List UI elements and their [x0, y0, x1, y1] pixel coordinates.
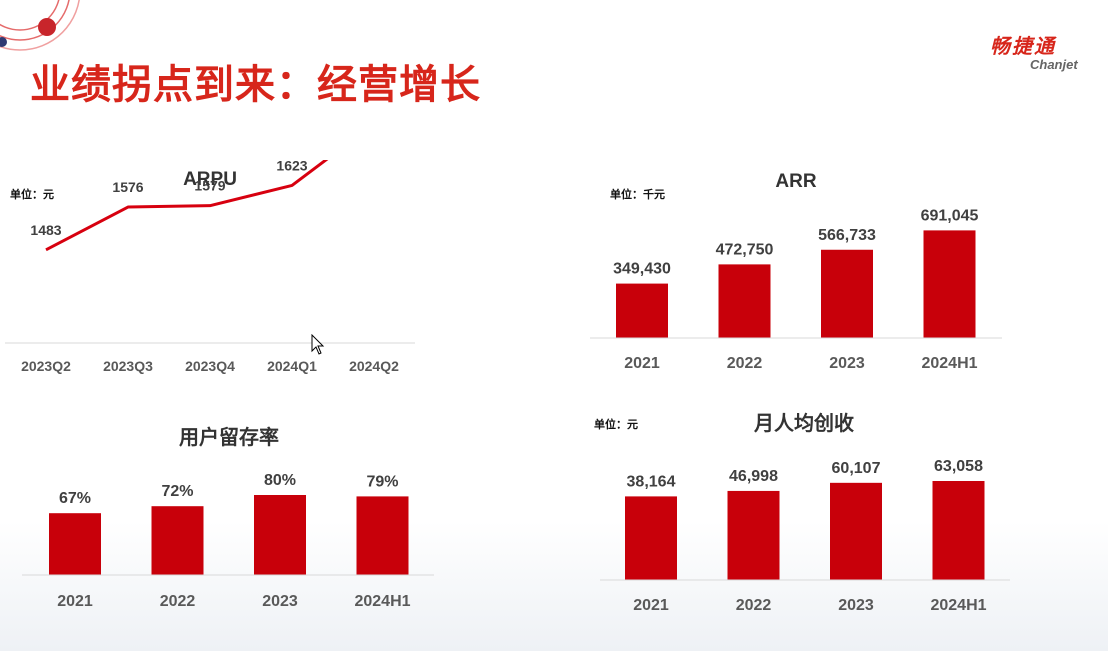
- revenue_per_capita-category-label: 2023: [838, 597, 874, 614]
- arr-category-label: 2021: [624, 355, 660, 372]
- revenue_per_capita-category-label: 2024H1: [930, 597, 986, 614]
- arpu-data-label: 1576: [112, 179, 143, 195]
- retention-bar: [49, 513, 101, 575]
- retention-chart: 用户留存率 67% 2021 72% 2022 80% 2023 79% 2024H1: [22, 425, 434, 610]
- arr-category-label: 2022: [727, 355, 763, 372]
- revenue_per_capita-data-label: 63,058: [934, 458, 983, 475]
- revenue-per-capita-chart: 月人均创收 单位：元 38,164 2021 46,998 2022 60,107 202…: [594, 411, 1010, 614]
- arpu-data-label: 1623: [276, 160, 307, 173]
- arr-category-label: 2023: [829, 355, 865, 372]
- arr-data-label: 691,045: [921, 207, 979, 224]
- arpu-chart: ARPU 单位：元 1483 2023Q2 1576 2023Q3 1579 2023Q4…: [5, 160, 415, 374]
- slide-title: 业绩拐点到来：经营增长: [30, 62, 481, 108]
- arr-data-label: 472,750: [716, 241, 774, 258]
- revenue_per_capita-data-label: 60,107: [832, 460, 881, 477]
- retention-bar: [356, 496, 409, 575]
- arr-title: ARR: [775, 171, 816, 192]
- logo-en: Chanjet: [1030, 57, 1078, 72]
- arpu-category-label: 2024Q2: [349, 358, 399, 374]
- revenue_per_capita-bar: [932, 481, 985, 580]
- arr-data-label: 349,430: [613, 261, 671, 278]
- revenue_per_capita-data-label: 46,998: [729, 468, 778, 485]
- arpu-data-label: 1579: [194, 178, 225, 194]
- arpu-category-label: 2023Q2: [21, 358, 71, 374]
- arpu-category-label: 2023Q3: [103, 358, 153, 374]
- arr-category-label: 2024H1: [921, 355, 977, 372]
- retention-category-label: 2021: [57, 593, 93, 610]
- arr-bar: [616, 283, 668, 338]
- arr-chart: ARR 单位：千元 349,430 2021 472,750 2022 566,733 2…: [590, 171, 1002, 372]
- arr-bar: [821, 249, 873, 338]
- arr-unit: 单位：千元: [610, 187, 665, 201]
- arr-bar: [923, 230, 976, 338]
- retention-category-label: 2023: [262, 593, 298, 610]
- arpu-category-label: 2023Q4: [185, 358, 235, 374]
- revenue-per-capita-title: 月人均创收: [753, 411, 854, 435]
- arpu-category-label: 2024Q1: [267, 358, 317, 374]
- revenue_per_capita-data-label: 38,164: [627, 473, 676, 490]
- arpu-unit: 单位：元: [10, 187, 54, 201]
- retention-data-label: 72%: [161, 483, 193, 500]
- revenue_per_capita-category-label: 2021: [633, 597, 669, 614]
- retention-bar: [151, 506, 204, 575]
- logo-cn: 畅捷通: [990, 34, 1056, 58]
- retention-data-label: 79%: [366, 473, 398, 490]
- chanjet-logo: 畅捷通 Chanjet: [990, 30, 1100, 72]
- revenue-per-capita-unit: 单位：元: [594, 417, 638, 431]
- retention-category-label: 2022: [160, 593, 196, 610]
- retention-title: 用户留存率: [179, 425, 279, 449]
- mouse-cursor-icon: [311, 334, 325, 355]
- retention-data-label: 80%: [264, 472, 296, 489]
- arpu-series-line: [45, 160, 329, 252]
- arr-bar: [718, 264, 771, 338]
- retention-category-label: 2024H1: [354, 593, 410, 610]
- arr-data-label: 566,733: [818, 227, 876, 244]
- revenue_per_capita-bar: [830, 482, 882, 580]
- revenue_per_capita-bar: [727, 490, 780, 580]
- revenue_per_capita-bar: [625, 496, 677, 580]
- arpu-title: ARPU: [183, 169, 237, 190]
- corner-decoration: [0, 0, 80, 51]
- retention-data-label: 67%: [59, 490, 91, 507]
- retention-bar: [254, 495, 306, 575]
- revenue_per_capita-category-label: 2022: [736, 597, 772, 614]
- arpu-data-label: 1483: [30, 222, 61, 238]
